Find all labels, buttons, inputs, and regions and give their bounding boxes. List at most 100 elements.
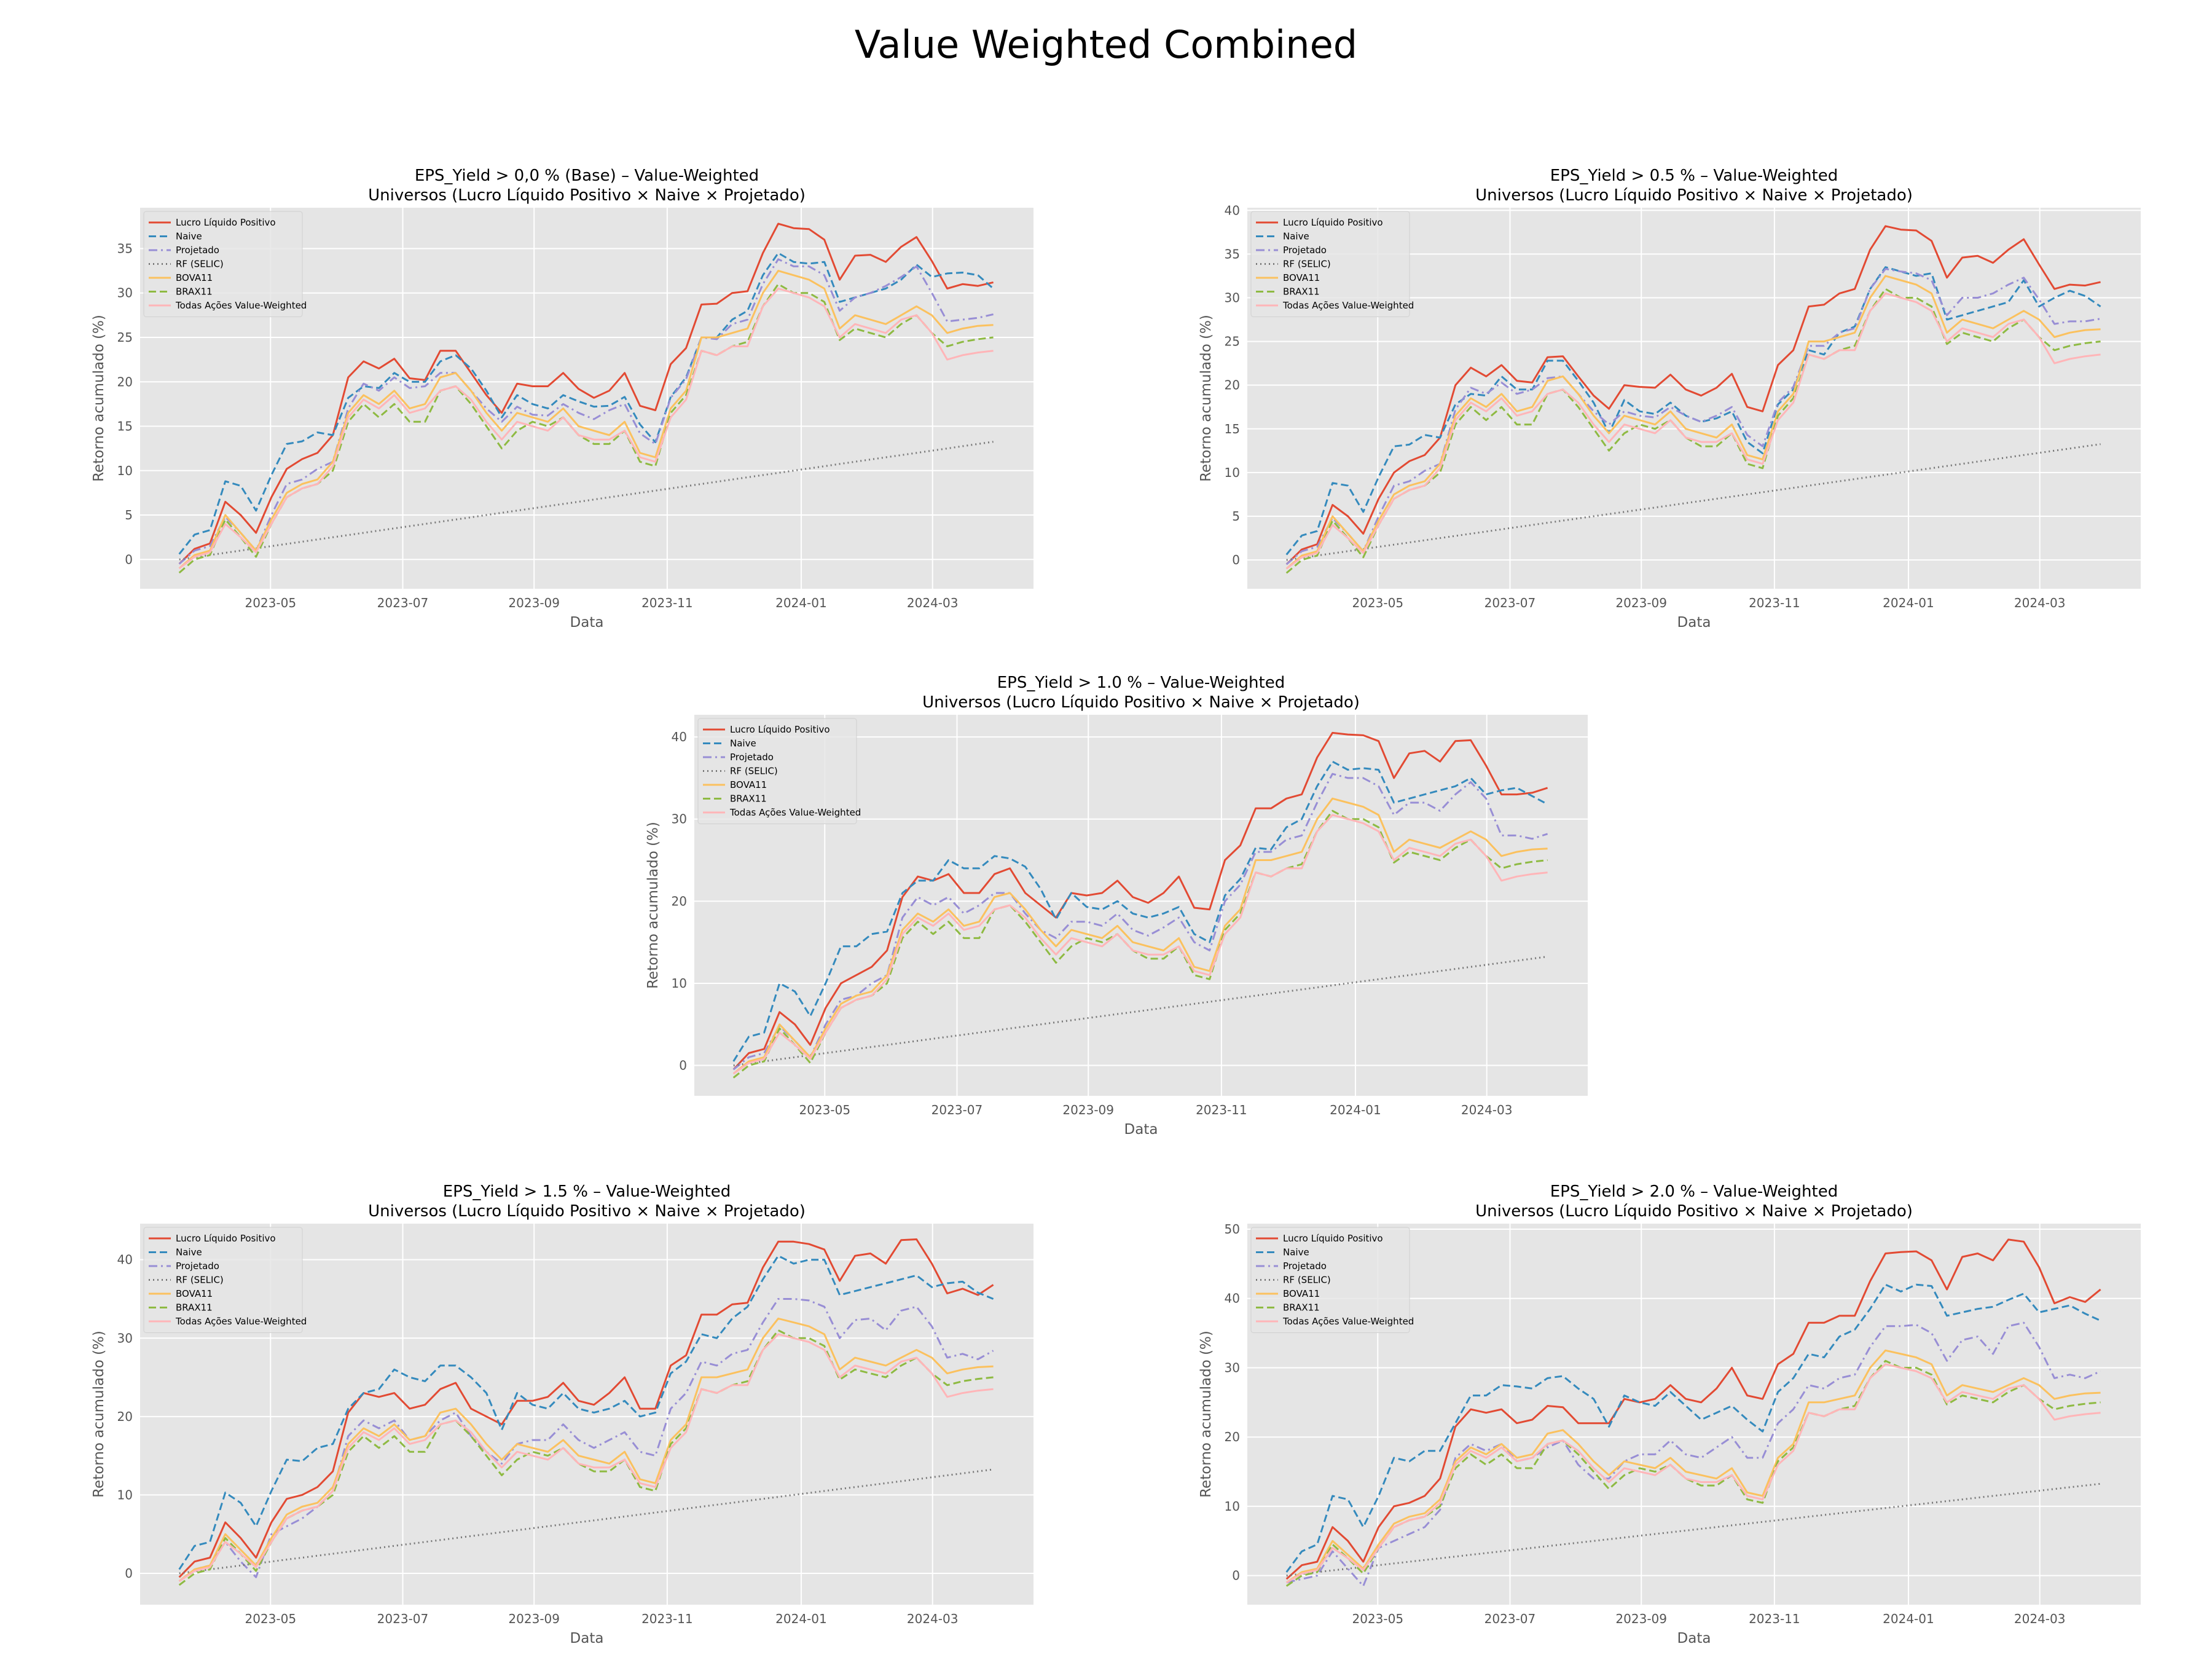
y-axis-label: Retorno acumulado (%)	[645, 822, 661, 989]
series-line-todas-acoes-value-weighted	[732, 814, 1548, 1075]
y-tick-label: 5	[1232, 509, 1240, 524]
legend-label-projetado: Projetado	[1283, 1261, 1327, 1272]
legend-label-bova11: BOVA11	[1283, 272, 1320, 283]
legend-box	[697, 718, 857, 824]
y-axis-label: Retorno acumulado (%)	[1198, 315, 1214, 482]
legend-label-naive: Naive	[176, 231, 202, 242]
x-tick-label: 2023-11	[1749, 1611, 1800, 1626]
series-line-bova11	[1285, 275, 2101, 570]
x-axis-label: Data	[1677, 615, 1711, 631]
legend-label-naive: Naive	[1283, 1247, 1309, 1258]
x-tick-label: 2023-11	[1196, 1103, 1247, 1117]
y-tick-label: 20	[117, 374, 133, 389]
legend-box	[143, 211, 303, 317]
series-line-naive	[1285, 1283, 2101, 1573]
y-tick-label: 10	[117, 463, 133, 478]
y-tick-label: 40	[1225, 203, 1240, 218]
x-tick-label: 2023-07	[377, 596, 429, 610]
x-tick-label: 2023-05	[245, 596, 296, 610]
x-axis-label: Data	[570, 615, 604, 631]
series-line-lucro-liquido-positivo	[732, 731, 1548, 1071]
y-tick-label: 10	[1225, 465, 1240, 480]
x-tick-label: 2023-09	[508, 1611, 560, 1626]
figure-title: Value Weighted Combined	[854, 22, 1358, 67]
x-tick-label: 2024-03	[907, 1611, 959, 1626]
legend-label-rf-selic: RF (SELIC)	[1283, 1275, 1331, 1286]
x-axis-label: Data	[1677, 1630, 1711, 1646]
legend-label-naive: Naive	[730, 738, 756, 749]
chart-panel-eps-yield-1-5: 0 10 20 30 40 2023-05 2023-07 2023-09 2023-11 202…	[85, 1174, 1040, 1660]
legend-label-bova11: BOVA11	[730, 779, 767, 790]
y-tick-label: 40	[672, 730, 687, 744]
y-tick-label: 10	[672, 976, 687, 991]
x-axis-label: Data	[570, 1630, 604, 1646]
y-tick-label: 35	[1225, 246, 1240, 261]
series-line-projetado	[732, 773, 1548, 1071]
x-tick-label: 2024-01	[775, 596, 827, 610]
chart-title-line2: Universos (Lucro Líquido Positivo × Naiv…	[368, 1202, 806, 1221]
series-line-todas-acoes-value-weighted	[1285, 1363, 2101, 1584]
legend-label-projetado: Projetado	[730, 752, 774, 763]
legend-label-bova11: BOVA11	[1283, 1288, 1320, 1299]
y-tick-label: 0	[679, 1058, 687, 1073]
x-tick-label: 2023-11	[641, 596, 693, 610]
chart-panel-eps-yield-2-0: 0 10 20 30 40 50 2023-05 2023-07 2023-09 2023-11 2…	[1192, 1174, 2147, 1660]
x-tick-label: 2024-01	[1883, 596, 1934, 610]
series-line-lucro-liquido-positivo	[1285, 1238, 2101, 1580]
chart-title-line2: Universos (Lucro Líquido Positivo × Naiv…	[1475, 186, 1913, 205]
series-line-lucro-liquido-positivo	[178, 1238, 994, 1578]
series-line-todas-acoes-value-weighted	[1285, 292, 2101, 570]
chart-svg: 0 5 10 15 20 25 30 35 40 2023-05 2023-07 2023-09 202…	[1198, 167, 2141, 631]
legend-label-rf-selic: RF (SELIC)	[176, 1275, 224, 1286]
y-tick-label: 20	[672, 894, 687, 908]
y-tick-label: 0	[1232, 1568, 1240, 1583]
y-tick-label: 30	[117, 286, 133, 301]
series-line-todas-acoes-value-weighted	[178, 1333, 994, 1582]
chart-title-line2: Universos (Lucro Líquido Positivo × Naiv…	[368, 186, 806, 205]
legend-label-projetado: Projetado	[1283, 245, 1327, 256]
chart-title-line1: EPS_Yield > 0.5 % – Value-Weighted	[1550, 167, 1838, 185]
series-line-rf-selic	[1286, 1482, 2101, 1577]
y-tick-label: 15	[117, 419, 133, 434]
chart-svg: 0 5 10 15 20 25 30 35 2023-05 2023-07 2023-09 2023-…	[91, 167, 1033, 631]
y-tick-label: 35	[117, 241, 133, 256]
series-line-projetado	[178, 258, 994, 565]
series-line-bova11	[178, 270, 994, 569]
chart-panel-eps-yield-0-5: 0 5 10 15 20 25 30 35 40 2023-05 2023-07 2023-09 202…	[1192, 159, 2147, 644]
y-tick-label: 30	[117, 1331, 133, 1345]
x-tick-label: 2023-07	[377, 1611, 429, 1626]
legend-label-lucro-liquido-positivo: Lucro Líquido Positivo	[176, 217, 276, 228]
y-tick-label: 40	[117, 1253, 133, 1267]
series-line-rf-selic	[733, 956, 1548, 1067]
y-tick-label: 0	[125, 1566, 133, 1581]
legend: Lucro Líquido Positivo Naive Projetado RF (…	[1250, 211, 1414, 317]
y-tick-label: 25	[1225, 334, 1240, 349]
series-line-naive	[178, 1254, 994, 1570]
y-tick-label: 15	[1225, 422, 1240, 436]
series-line-todas-acoes-value-weighted	[178, 288, 994, 569]
chart-svg: 0 10 20 30 40 2023-05 2023-07 2023-09 2023-11 202…	[645, 674, 1588, 1138]
chart-title-line2: Universos (Lucro Líquido Positivo × Naiv…	[1475, 1202, 1913, 1221]
y-axis-label: Retorno acumulado (%)	[91, 1331, 107, 1498]
y-tick-label: 10	[117, 1487, 133, 1502]
y-tick-label: 30	[1225, 1360, 1240, 1375]
y-tick-label: 20	[117, 1409, 133, 1424]
series-line-projetado	[1285, 268, 2101, 565]
chart-title-line1: EPS_Yield > 1.5 % – Value-Weighted	[443, 1182, 731, 1201]
x-tick-label: 2023-05	[799, 1103, 850, 1117]
series-line-lucro-liquido-positivo	[1285, 225, 2101, 565]
y-axis-label: Retorno acumulado (%)	[1198, 1331, 1214, 1498]
x-tick-label: 2023-11	[1749, 596, 1800, 610]
legend-label-bova11: BOVA11	[176, 1288, 213, 1299]
legend-label-lucro-liquido-positivo: Lucro Líquido Positivo	[730, 724, 830, 735]
y-tick-label: 20	[1225, 378, 1240, 393]
x-tick-label: 2023-05	[1352, 1611, 1403, 1626]
legend-label-bova11: BOVA11	[176, 272, 213, 283]
legend: Lucro Líquido Positivo Naive Projetado RF (…	[143, 1227, 307, 1333]
x-tick-label: 2024-03	[1461, 1103, 1513, 1117]
legend-label-rf-selic: RF (SELIC)	[1283, 259, 1331, 270]
x-tick-label: 2024-03	[2014, 1611, 2066, 1626]
legend-label-lucro-liquido-positivo: Lucro Líquido Positivo	[176, 1233, 276, 1244]
y-tick-label: 0	[125, 552, 133, 567]
y-axis-label: Retorno acumulado (%)	[91, 315, 107, 482]
